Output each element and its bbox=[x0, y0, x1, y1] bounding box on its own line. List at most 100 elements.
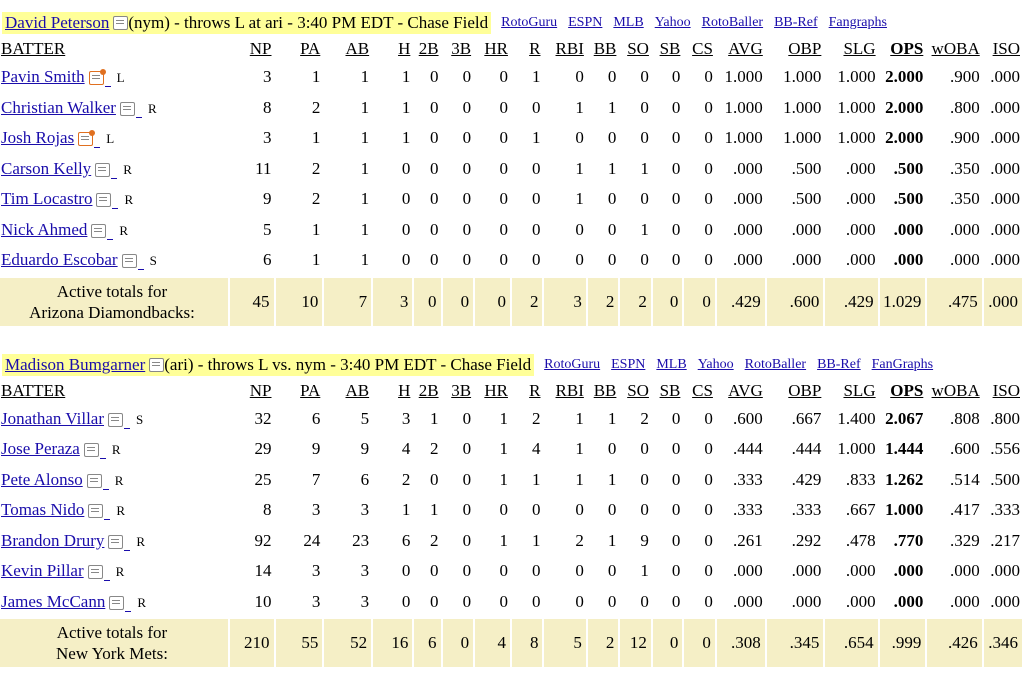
stat-cell-r: 0 bbox=[531, 158, 541, 178]
batter-link[interactable]: Jose Peraza bbox=[1, 439, 80, 459]
column-header-avg[interactable]: AVG bbox=[728, 380, 763, 400]
note-icon[interactable] bbox=[119, 101, 135, 116]
column-header-obp[interactable]: OBP bbox=[788, 380, 822, 400]
column-header-avg[interactable]: AVG bbox=[728, 39, 763, 58]
stat-cell-slg: 1.000 bbox=[837, 67, 876, 87]
column-header-r[interactable]: R bbox=[529, 380, 541, 400]
batter-link[interactable]: Carson Kelly bbox=[1, 158, 92, 178]
column-header-r[interactable]: R bbox=[529, 39, 541, 58]
note-alert-icon[interactable] bbox=[78, 130, 96, 147]
external-link-rotoguru[interactable]: RotoGuru bbox=[501, 15, 558, 30]
column-header-hr[interactable]: HR bbox=[484, 39, 508, 58]
external-link-rotoballer[interactable]: RotoBaller bbox=[701, 15, 764, 30]
column-header-pa[interactable]: PA bbox=[300, 39, 321, 58]
note-icon[interactable] bbox=[113, 16, 129, 30]
column-header-obp[interactable]: OBP bbox=[788, 39, 822, 58]
note-icon[interactable] bbox=[91, 223, 107, 238]
batter-cell: Jose Peraza R bbox=[0, 434, 230, 465]
batter-link[interactable]: Kevin Pillar bbox=[1, 561, 84, 581]
pitcher-link[interactable]: Madison Bumgarner bbox=[5, 354, 146, 374]
external-link-espn[interactable]: ESPN bbox=[568, 15, 603, 30]
column-header-woba[interactable]: wOBA bbox=[931, 380, 980, 400]
note-alert-icon[interactable] bbox=[88, 69, 106, 86]
external-link-mlb[interactable]: MLB bbox=[613, 15, 644, 30]
batter-link[interactable]: Eduardo Escobar bbox=[1, 250, 118, 270]
note-icon[interactable] bbox=[95, 162, 111, 177]
column-header-h[interactable]: H bbox=[398, 380, 411, 400]
external-link-yahoo[interactable]: Yahoo bbox=[697, 356, 734, 372]
external-link-mlb[interactable]: MLB bbox=[656, 356, 687, 372]
column-header-slg[interactable]: SLG bbox=[843, 39, 876, 58]
column-header-np[interactable]: NP bbox=[249, 39, 272, 58]
total-cell-ops: 1.029 bbox=[879, 275, 928, 326]
column-header-batter[interactable]: BATTER bbox=[1, 39, 66, 58]
batter-link[interactable]: Christian Walker bbox=[1, 97, 116, 117]
column-header-ab[interactable]: AB bbox=[345, 380, 370, 400]
stat-cell-h: 6 bbox=[401, 530, 411, 550]
batter-link[interactable]: Pavin Smith bbox=[1, 67, 85, 87]
column-header-woba[interactable]: wOBA bbox=[931, 39, 980, 58]
batter-link[interactable]: Brandon Drury bbox=[1, 530, 105, 550]
stat-cell-iso: .333 bbox=[990, 500, 1020, 520]
batter-cell: Josh Rojas L bbox=[0, 123, 230, 154]
column-header-np[interactable]: NP bbox=[249, 380, 272, 400]
column-header-pa[interactable]: PA bbox=[300, 380, 321, 400]
external-link-bbref[interactable]: BB-Ref bbox=[774, 15, 818, 30]
note-icon[interactable] bbox=[96, 193, 112, 208]
note-icon[interactable] bbox=[109, 595, 125, 610]
batter-link[interactable]: Nick Ahmed bbox=[1, 219, 88, 239]
external-link-fangraphs[interactable]: Fangraphs bbox=[828, 15, 887, 30]
column-header-sb[interactable]: SB bbox=[659, 380, 681, 400]
column-header-so[interactable]: SO bbox=[627, 380, 649, 400]
external-link-fangraphs[interactable]: FanGraphs bbox=[871, 356, 934, 372]
column-header-iso[interactable]: ISO bbox=[992, 380, 1020, 400]
column-header-rbi[interactable]: RBI bbox=[555, 380, 584, 400]
column-header-sb[interactable]: SB bbox=[659, 39, 681, 58]
column-header-2b[interactable]: 2B bbox=[418, 39, 439, 58]
stat-cell-h: 0 bbox=[401, 189, 411, 209]
batter-link[interactable]: Josh Rojas bbox=[1, 128, 75, 148]
batter-link[interactable]: Pete Alonso bbox=[1, 469, 83, 489]
note-icon[interactable] bbox=[108, 412, 124, 427]
stat-cell-iso: .000 bbox=[990, 128, 1020, 148]
note-icon[interactable] bbox=[149, 357, 165, 372]
stat-cell-woba: .000 bbox=[949, 250, 980, 270]
note-icon[interactable] bbox=[86, 473, 102, 488]
note-icon[interactable] bbox=[87, 565, 103, 580]
column-header-ab[interactable]: AB bbox=[345, 39, 370, 58]
stat-cell-2b: 1 bbox=[430, 500, 439, 520]
external-link-yahoo[interactable]: Yahoo bbox=[654, 15, 691, 30]
batter-link[interactable]: Tim Locastro bbox=[1, 189, 93, 209]
column-header-h[interactable]: H bbox=[398, 39, 411, 58]
column-header-slg[interactable]: SLG bbox=[843, 380, 876, 400]
column-header-2b[interactable]: 2B bbox=[418, 380, 439, 400]
column-header-3b[interactable]: 3B bbox=[451, 380, 472, 400]
column-header-batter[interactable]: BATTER bbox=[1, 380, 66, 400]
column-header-bb[interactable]: BB bbox=[593, 380, 617, 400]
column-header-ops[interactable]: OPS bbox=[890, 39, 924, 58]
column-header-ops[interactable]: OPS bbox=[890, 380, 924, 400]
column-header-so[interactable]: SO bbox=[627, 39, 649, 58]
note-icon[interactable] bbox=[83, 443, 99, 458]
batter-hand: R bbox=[124, 192, 134, 208]
batter-link[interactable]: James McCann bbox=[1, 591, 106, 611]
external-link-bbref[interactable]: BB-Ref bbox=[817, 356, 861, 372]
column-header-rbi[interactable]: RBI bbox=[555, 39, 584, 58]
column-header-hr[interactable]: HR bbox=[484, 380, 508, 400]
note-icon[interactable] bbox=[88, 504, 104, 519]
column-header-cs[interactable]: CS bbox=[692, 39, 713, 58]
stat-cell-h: 1 bbox=[401, 128, 411, 148]
column-header-iso[interactable]: ISO bbox=[992, 39, 1020, 58]
external-link-rotoguru[interactable]: RotoGuru bbox=[544, 356, 601, 372]
external-link-rotoballer[interactable]: RotoBaller bbox=[744, 356, 807, 372]
column-header-3b[interactable]: 3B bbox=[451, 39, 472, 58]
stat-cell-bb: 0 bbox=[607, 67, 617, 87]
pitcher-link[interactable]: David Peterson bbox=[5, 13, 110, 32]
batter-link[interactable]: Jonathan Villar bbox=[1, 408, 105, 428]
external-link-espn[interactable]: ESPN bbox=[611, 356, 646, 372]
batter-link[interactable]: Tomas Nido bbox=[1, 500, 85, 520]
note-icon[interactable] bbox=[108, 534, 124, 549]
column-header-bb[interactable]: BB bbox=[593, 39, 617, 58]
column-header-cs[interactable]: CS bbox=[692, 380, 713, 400]
note-icon[interactable] bbox=[121, 254, 137, 269]
